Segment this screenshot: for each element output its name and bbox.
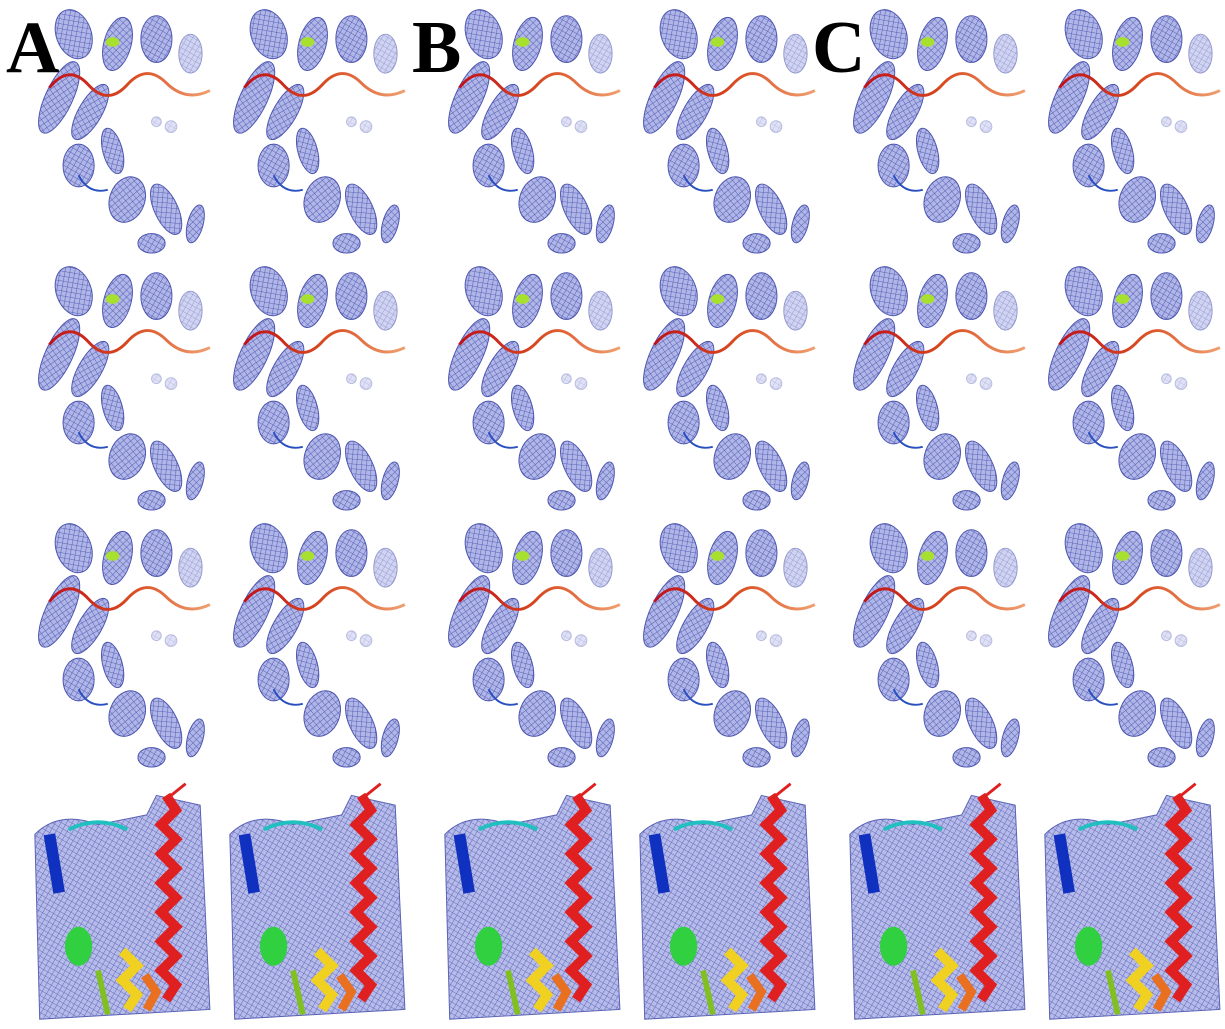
density-map bbox=[845, 518, 1025, 767]
density-map bbox=[440, 261, 620, 510]
density-map bbox=[440, 518, 620, 767]
ribbon-model bbox=[640, 784, 815, 1019]
ribbon-model bbox=[35, 784, 210, 1019]
ribbon-model bbox=[1045, 784, 1220, 1019]
ribbon-model bbox=[230, 784, 405, 1019]
density-map bbox=[845, 4, 1025, 253]
density-map bbox=[30, 261, 210, 510]
panel-label: A bbox=[6, 7, 59, 89]
density-map bbox=[635, 4, 815, 253]
density-map bbox=[1040, 261, 1220, 510]
panel-label: C bbox=[812, 7, 865, 89]
density-map bbox=[635, 518, 815, 767]
density-map bbox=[225, 4, 405, 253]
density-map bbox=[225, 518, 405, 767]
ribbon-model bbox=[445, 784, 620, 1019]
density-map bbox=[845, 261, 1025, 510]
density-map bbox=[1040, 518, 1220, 767]
figure: A B C bbox=[0, 0, 1225, 1029]
density-map bbox=[225, 261, 405, 510]
density-map bbox=[1040, 4, 1220, 253]
ribbon-model bbox=[850, 784, 1025, 1019]
density-map bbox=[635, 261, 815, 510]
density-map bbox=[30, 518, 210, 767]
panel-label: B bbox=[412, 7, 461, 89]
density-map bbox=[440, 4, 620, 253]
